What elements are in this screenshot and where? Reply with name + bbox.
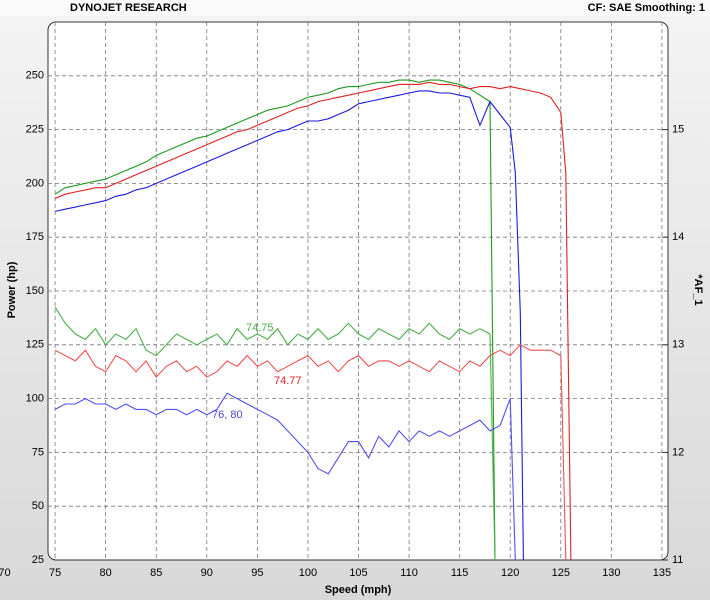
run-label: 76, 80 [212, 409, 243, 421]
y-tick-label: 200 [26, 177, 44, 189]
y2-tick-label: 11 [672, 554, 683, 566]
header-left: DYNOJET RESEARCH [70, 2, 187, 14]
header-bar [0, 0, 710, 16]
y2-tick-label: 15 [672, 124, 684, 136]
header-right: CF: SAE Smoothing: 1 [588, 2, 705, 14]
y-tick-label: 250 [26, 70, 44, 82]
y-axis-title: Power (hp) [6, 261, 18, 318]
x-tick-label: 130 [602, 567, 620, 579]
x-axis-title: Speed (mph) [325, 584, 392, 596]
x-tick-label: 135 [653, 567, 671, 579]
run-label: 74.77 [274, 375, 302, 387]
y-tick-label: 75 [32, 446, 44, 458]
data-line [54, 392, 516, 561]
x-tick-label: 80 [100, 567, 112, 579]
x-tick-label: 115 [451, 567, 469, 579]
data-line [54, 81, 572, 561]
x-tick-label: 100 [299, 567, 317, 579]
y2-tick-label: 13 [672, 339, 684, 351]
y-tick-label: 175 [26, 231, 44, 243]
x-tick-label: 75 [49, 567, 61, 579]
data-line [54, 79, 496, 561]
data-line [54, 90, 524, 561]
x-tick-label: 125 [552, 567, 570, 579]
data-line [54, 344, 567, 561]
y-tick-label: 50 [32, 500, 44, 512]
x-tick-label: 120 [501, 567, 519, 579]
y2-tick-label: 12 [672, 446, 684, 458]
x-tick-label: 105 [349, 567, 367, 579]
x-tick-label: 90 [201, 567, 213, 579]
y-tick-label: 25 [32, 554, 44, 566]
y-tick-label: 150 [26, 285, 44, 297]
data-line [54, 306, 496, 561]
run-label: 74.75 [246, 322, 274, 334]
y-tick-label: 100 [26, 393, 44, 405]
y-tick-label: 225 [26, 124, 44, 136]
x-tick-label: 85 [150, 567, 162, 579]
y2-axis-title: *AF_1 [692, 274, 704, 305]
x-tick-label: 70 [0, 567, 11, 579]
x-tick-label: 110 [400, 567, 418, 579]
y2-tick-label: 14 [672, 231, 684, 243]
x-tick-label: 95 [251, 567, 263, 579]
y-tick-label: 125 [26, 339, 44, 351]
